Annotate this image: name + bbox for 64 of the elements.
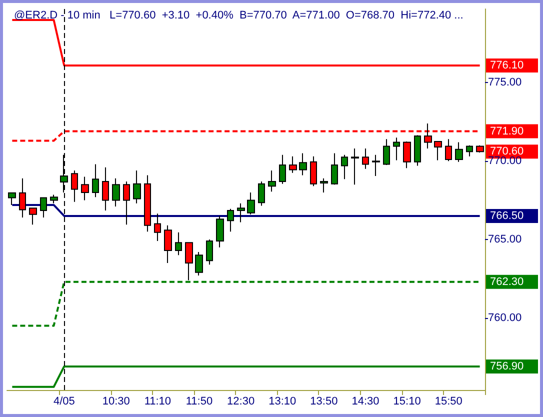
- candlestick: [476, 144, 484, 153]
- candlestick: [310, 156, 317, 187]
- candlestick: [237, 202, 245, 223]
- x-tick-label: 10:30: [102, 396, 130, 408]
- candlestick: [102, 166, 109, 211]
- x-tick-label: 14:30: [352, 396, 380, 408]
- candlestick: [341, 154, 348, 180]
- candlestick: [299, 152, 307, 176]
- candlestick: [403, 140, 411, 169]
- candlestick: [123, 180, 130, 226]
- candlestick: [71, 170, 78, 202]
- candlestick: [455, 142, 463, 162]
- candlestick: [206, 238, 213, 266]
- x-tick-label: 4/05: [53, 396, 75, 408]
- candlestick: [279, 154, 286, 184]
- chart-title: @ER2.D - 10 min L=770.60 +3.10 +0.40% B=770.70 A=771.00 O=768.70 Hi=772.40 ...: [14, 10, 464, 22]
- candlestick: [268, 170, 276, 192]
- x-tick-label: 11:10: [144, 396, 172, 408]
- data-label: 766.50: [490, 210, 524, 222]
- y-tick-label: 770.00: [488, 155, 522, 168]
- candlestick: [216, 215, 224, 248]
- candlestick: [362, 148, 369, 170]
- y-tick-label: 775.00: [488, 76, 522, 89]
- candlestick: [466, 144, 473, 157]
- candlestick: [383, 138, 390, 166]
- data-label: 762.30: [490, 276, 524, 288]
- candlestick: [8, 192, 16, 206]
- data-label: 776.10: [490, 59, 524, 72]
- candlestick: [81, 176, 89, 201]
- candlestick: [331, 152, 338, 186]
- candlestick: [414, 134, 421, 166]
- candlestick: [195, 252, 203, 276]
- candlestick: [227, 208, 234, 232]
- candlestick: [320, 178, 328, 193]
- candlestick: [185, 242, 193, 281]
- candlestick: [40, 197, 47, 218]
- x-tick-label: 12:30: [227, 396, 255, 408]
- candlestick: [92, 164, 99, 198]
- candlestick: [164, 224, 172, 264]
- x-tick-label: 15:50: [434, 396, 462, 408]
- candlestick: [351, 148, 359, 186]
- data-label: 771.90: [490, 125, 524, 138]
- candlestick: [434, 140, 442, 161]
- candlestick: [19, 178, 26, 218]
- candlestick: [445, 138, 452, 162]
- data-label: 756.90: [490, 360, 524, 372]
- candlestick: [247, 192, 255, 215]
- candlestick: [175, 232, 182, 256]
- candlestick: [393, 137, 400, 161]
- candlestick: [29, 208, 37, 226]
- x-tick-label: 13:50: [310, 396, 338, 408]
- candlestick: [112, 178, 120, 208]
- x-tick-label: 11:50: [186, 396, 213, 408]
- candlestick: [289, 156, 297, 174]
- y-tick-label: 765.00: [488, 233, 522, 246]
- candlestick: [144, 174, 151, 232]
- candlestick: [372, 154, 380, 176]
- y-tick-label: 760.00: [488, 312, 522, 324]
- candlestick: [50, 194, 58, 204]
- x-tick-label: 15:10: [393, 396, 421, 408]
- x-tick-label: 13:10: [268, 396, 296, 408]
- candlestick: [133, 170, 141, 204]
- candlestick: [154, 213, 161, 242]
- candlestick: [258, 180, 265, 206]
